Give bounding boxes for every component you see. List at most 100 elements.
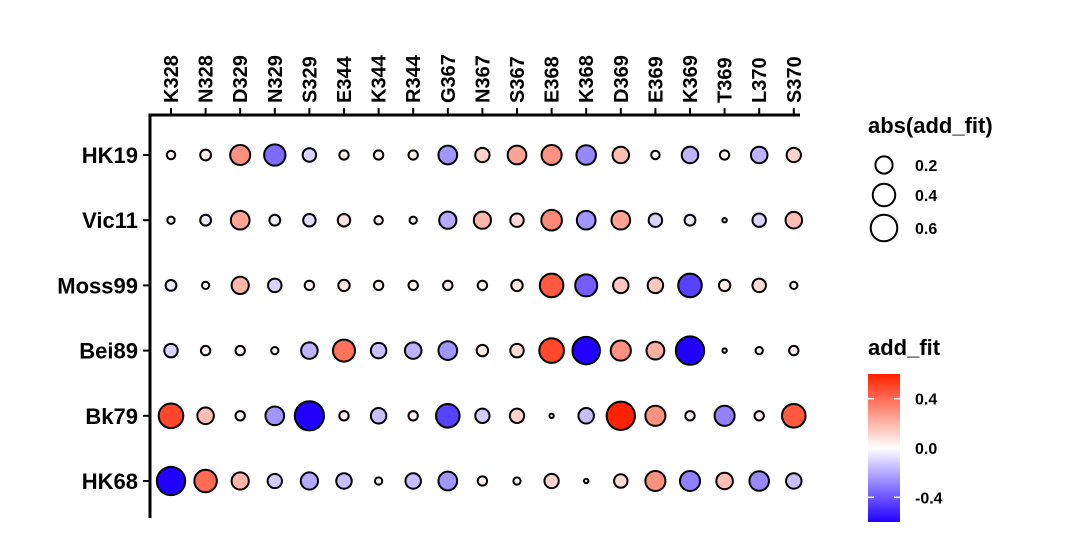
dot-point xyxy=(266,472,283,490)
dot-point xyxy=(338,410,350,422)
dot-point xyxy=(548,412,555,419)
column-label: N367 xyxy=(472,55,494,103)
dot-point xyxy=(293,400,325,432)
dot-point xyxy=(540,208,563,232)
dot-point xyxy=(644,404,667,427)
dot-point xyxy=(717,278,732,293)
dot-point xyxy=(199,344,212,357)
size-legend-key xyxy=(869,213,899,243)
column-label: S367 xyxy=(507,56,529,103)
data-points xyxy=(155,143,807,497)
dot-point xyxy=(442,279,454,292)
column-label: D369 xyxy=(611,55,633,103)
dot-point xyxy=(267,277,283,294)
dot-point xyxy=(369,407,388,425)
dot-point xyxy=(647,212,664,228)
size-legend-title: abs(add_fit) xyxy=(868,113,993,138)
dot-point xyxy=(650,149,661,161)
dot-point xyxy=(721,347,728,354)
color-legend-title: add_fit xyxy=(868,335,941,360)
dot-point xyxy=(407,279,419,292)
dot-point xyxy=(612,276,630,295)
dot-point xyxy=(301,147,318,163)
dot-point xyxy=(784,210,804,230)
column-label: E368 xyxy=(542,56,564,103)
dot-point xyxy=(263,143,287,167)
dot-point xyxy=(748,470,770,492)
dot-point xyxy=(472,210,492,230)
dot-point xyxy=(684,410,696,422)
dot-point xyxy=(163,342,179,359)
column-label: N329 xyxy=(265,55,287,103)
column-label: G367 xyxy=(438,54,460,103)
dot-point xyxy=(475,343,490,358)
column-label: D329 xyxy=(230,55,252,103)
row-label: Bk79 xyxy=(85,404,138,429)
dot-point xyxy=(270,345,280,356)
column-label: K368 xyxy=(576,55,598,103)
color-legend-label: -0.4 xyxy=(915,490,943,507)
dot-point xyxy=(438,210,458,230)
color-legend-label: 0.0 xyxy=(915,441,937,458)
dot-point xyxy=(299,471,319,491)
dot-point xyxy=(613,473,629,489)
column-label: K369 xyxy=(680,55,702,103)
dot-point xyxy=(331,338,357,363)
column-label: E369 xyxy=(645,56,667,103)
size-legend-label: 0.2 xyxy=(915,158,937,175)
dot-point xyxy=(575,144,597,166)
row-label: Bei89 xyxy=(79,339,138,364)
dot-point xyxy=(155,465,187,497)
dot-point xyxy=(785,472,803,490)
column-label: N328 xyxy=(196,55,218,103)
dot-point xyxy=(509,342,525,359)
dot-point xyxy=(408,215,418,225)
dot-point xyxy=(509,212,525,228)
dot-point xyxy=(372,279,385,292)
column-label: K328 xyxy=(161,55,183,103)
dot-point xyxy=(754,345,764,356)
row-labels: HK19 Vic11 Moss99 Bei89 Bk79 HK68 xyxy=(57,143,138,494)
dot-point xyxy=(336,212,352,228)
dot-point xyxy=(577,407,595,425)
dot-point xyxy=(193,468,218,494)
dot-point xyxy=(230,275,250,295)
dot-point xyxy=(678,469,702,493)
dot-point xyxy=(268,213,282,227)
dot-point xyxy=(571,335,601,366)
dot-point xyxy=(300,341,319,360)
size-legend-key xyxy=(874,155,894,175)
dot-point xyxy=(508,407,526,424)
row-label: HK19 xyxy=(82,143,138,168)
dot-point xyxy=(751,212,767,228)
dot-point xyxy=(677,272,703,299)
column-label: E344 xyxy=(334,55,356,103)
dot-point xyxy=(435,403,461,429)
dot-point xyxy=(403,341,423,360)
dot-point xyxy=(788,344,800,357)
dot-point xyxy=(609,339,632,362)
dot-point xyxy=(646,276,665,295)
dot-point xyxy=(335,472,353,490)
dot-point xyxy=(196,406,215,426)
dot-point xyxy=(303,279,316,292)
color-legend: add_fit 0.4 0.0 -0.4 xyxy=(868,335,943,522)
column-label: S329 xyxy=(299,56,321,103)
dot-point xyxy=(713,404,736,427)
column-label: K344 xyxy=(369,54,391,103)
row-label: Vic11 xyxy=(82,208,138,233)
dot-point xyxy=(404,472,422,490)
dot-point xyxy=(538,337,565,364)
column-label: L370 xyxy=(749,57,771,103)
column-label: R344 xyxy=(403,54,425,103)
dot-point xyxy=(683,213,697,227)
dot-point xyxy=(583,477,590,485)
dot-point xyxy=(164,279,178,292)
dot-point xyxy=(789,280,799,291)
dot-point xyxy=(199,148,213,162)
dot-point xyxy=(510,278,524,293)
dot-point xyxy=(264,405,286,427)
dot-point xyxy=(574,273,599,298)
